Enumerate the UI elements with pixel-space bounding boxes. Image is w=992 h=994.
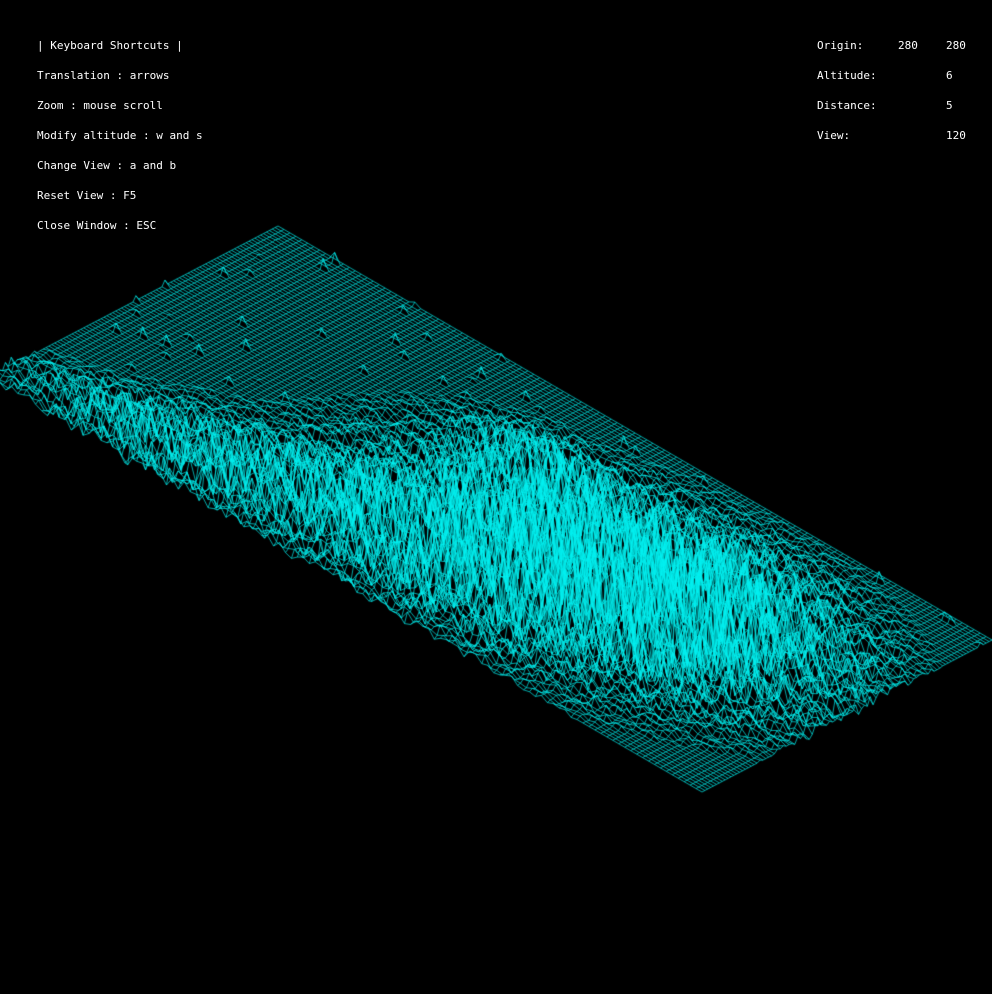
altitude-value: 6: [946, 69, 953, 82]
shortcut-reset-view: Reset View : F5: [37, 189, 137, 202]
shortcut-change-view: Change View : a and b: [37, 159, 177, 172]
distance-value: 5: [946, 99, 953, 112]
origin-label: Origin:: [817, 39, 864, 52]
view-value: 120: [946, 129, 966, 142]
origin-y-value: 280: [946, 39, 966, 52]
shortcut-translation: Translation : arrows: [37, 69, 170, 82]
shortcut-zoom: Zoom : mouse scroll: [37, 99, 163, 112]
shortcut-close-window: Close Window : ESC: [37, 219, 157, 232]
shortcut-altitude: Modify altitude : w and s: [37, 129, 203, 142]
origin-x-value: 280: [898, 39, 918, 52]
altitude-label: Altitude:: [817, 69, 877, 82]
view-label: View:: [817, 129, 851, 142]
shortcuts-title: | Keyboard Shortcuts |: [37, 39, 183, 52]
distance-label: Distance:: [817, 99, 877, 112]
